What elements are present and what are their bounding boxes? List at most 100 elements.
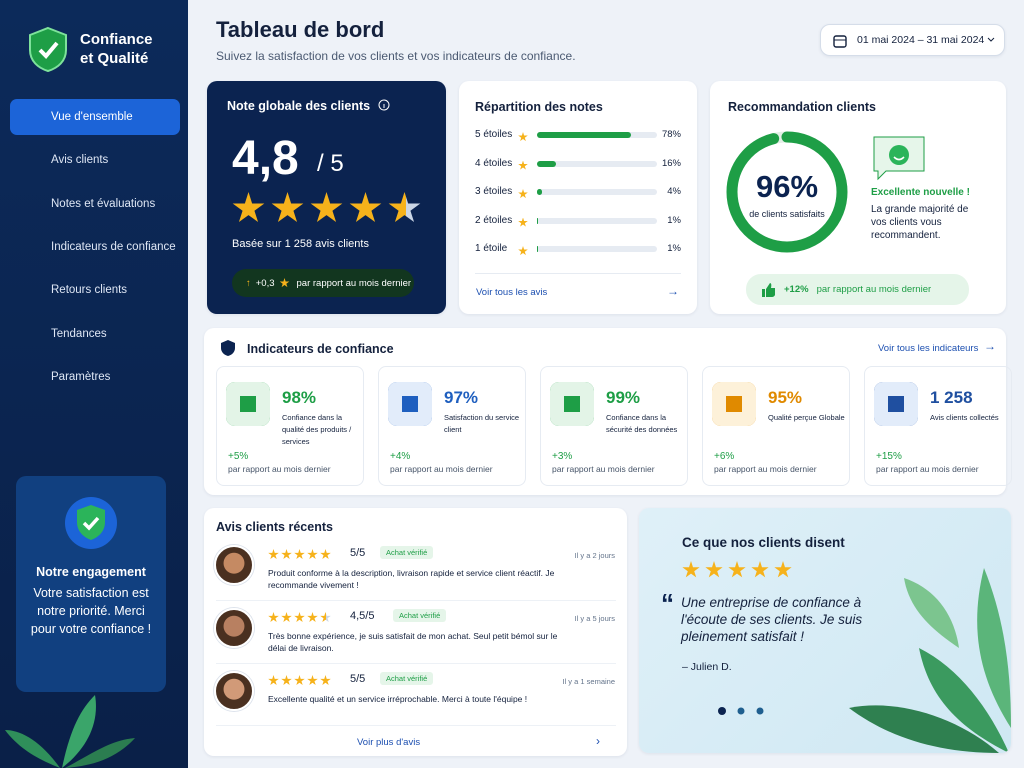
review-badge: Achat vérifié (393, 609, 447, 622)
change-note: par rapport au mois dernier (816, 284, 932, 295)
overall-card: Note globale des clients 4,8 / 5 Basée s… (207, 81, 446, 314)
avatar (214, 608, 254, 648)
stars (518, 215, 530, 233)
bar (537, 160, 557, 167)
info-icon (378, 99, 390, 111)
indicator-note: par rapport au mois dernier (390, 464, 493, 474)
stars (268, 673, 333, 691)
pager[interactable] (717, 706, 767, 716)
overall-score: 4,8 (232, 132, 299, 185)
bar-track (537, 189, 657, 195)
review-text: Très bonne expérience, je suis satisfait… (268, 631, 558, 653)
indicator-icon (388, 382, 432, 426)
indicator-box (702, 366, 850, 486)
indicator-label: Confiance dans la sécurité des données (606, 413, 678, 434)
avatar (214, 671, 254, 711)
indicator-value: 98% (282, 388, 317, 407)
divider (475, 273, 681, 274)
date-range: 01 mai 2024 – 31 mai 2024 (857, 34, 985, 46)
calendar-icon (833, 35, 847, 48)
nav-item[interactable]: Notes et évaluations (51, 197, 156, 210)
review-time: Il y a 2 jours (574, 551, 615, 560)
overall-scale: / 5 (317, 150, 344, 177)
overall-title: Note globale des clients (227, 99, 371, 113)
rating-label: 4 étoiles (475, 157, 513, 169)
date-picker[interactable]: 01 mai 2024 – 31 mai 2024 (820, 24, 1005, 56)
recommendation-change: +12% par rapport au mois dernier (746, 274, 969, 305)
nav-item[interactable]: Vue d'ensemble (10, 99, 180, 135)
indicator-note: par rapport au mois dernier (714, 464, 817, 474)
stars (518, 158, 530, 176)
recommendation-card: Recommandation clients 96% de clients sa… (710, 81, 1006, 314)
leaves (5, 695, 135, 768)
indicators-panel: Indicateurs de confiance Voir tous les i… (204, 328, 1012, 495)
indicator-box (216, 366, 364, 486)
rating-label: 3 étoiles (475, 186, 513, 197)
review-badge: Achat vérifié (380, 672, 434, 685)
engagement-icon (65, 497, 117, 549)
indicator-change: +4% (390, 451, 411, 462)
logo (29, 26, 67, 72)
rating-label: 5 étoiles (475, 129, 513, 140)
ring-arc (726, 131, 848, 253)
indicator-change: +5% (228, 451, 249, 462)
bar (537, 246, 539, 252)
distribution-link[interactable]: Voir tous les avis (476, 287, 548, 298)
thumb-icon (762, 282, 775, 297)
indicators-link[interactable]: Voir tous les indicateurs (878, 343, 979, 354)
indicator-label: Qualité perçue Globale (768, 413, 845, 422)
sidebar: Confiance et Qualité Notre engagement Vot… (0, 0, 188, 768)
bar-value: 16% (661, 157, 681, 169)
divider (216, 600, 616, 601)
plant (849, 568, 1011, 753)
bar-value: 1% (667, 243, 681, 254)
indicator-change: +3% (552, 451, 573, 462)
reviews-title: Avis clients récents (216, 520, 333, 534)
indicator-icon (550, 382, 594, 426)
nav-item[interactable]: Tendances (51, 327, 107, 340)
bar-value: 4% (667, 186, 681, 197)
indicator-change: +15% (876, 451, 902, 462)
nav-item[interactable]: Retours clients (51, 284, 128, 297)
brand-line: et Qualité (80, 50, 149, 67)
brand: Confiance et Qualité (80, 30, 153, 68)
review-time: Il y a 1 semaine (562, 677, 615, 686)
nav-item[interactable]: Avis clients (51, 154, 109, 167)
stars (518, 243, 530, 261)
engagement-card: Notre engagement Votre satisfaction est … (16, 476, 166, 692)
bar-track (537, 246, 657, 252)
indicator-box (378, 366, 526, 486)
nav-item[interactable]: Paramètres (51, 370, 111, 383)
indicator-icon (712, 382, 756, 426)
bar (537, 132, 631, 138)
indicator-note: par rapport au mois dernier (876, 464, 979, 474)
rating-label: 2 étoiles (475, 214, 513, 226)
divider (216, 725, 616, 726)
review-time: Il y a 5 jours (574, 614, 615, 623)
chevron: › (596, 734, 600, 748)
testimonial-card: Ce que nos clients disent “ Une entrepri… (639, 508, 1011, 753)
divider (216, 663, 616, 664)
testimonial-quote: Une entreprise de confiance à l'écoute d… (681, 595, 863, 644)
quote-mark: “ (661, 588, 674, 618)
rating-label: 1 étoile (475, 243, 508, 254)
recommendation-caption: de clients satisfaits (749, 209, 825, 219)
testimonial-stars (682, 561, 794, 584)
ring (726, 131, 848, 253)
page-subtitle: Suivez la satisfaction de vos clients et… (216, 49, 576, 63)
indicator-value: 99% (606, 388, 641, 407)
distribution-title: Répartition des notes (475, 100, 603, 114)
indicator-label: Satisfaction du service client (444, 413, 520, 434)
stars (518, 129, 530, 147)
change-note: par rapport au mois dernier (296, 277, 412, 289)
nav-item[interactable]: Indicateurs de confiance (51, 240, 176, 253)
review-text: Produit conforme à la description, livra… (268, 568, 555, 590)
indicator-note: par rapport au mois dernier (552, 464, 655, 474)
indicator-box (864, 366, 1012, 486)
bar (537, 189, 542, 195)
reviews-link[interactable]: Voir plus d'avis (357, 737, 421, 748)
stars (268, 547, 333, 565)
distribution-card: Répartition des notes Voir tous les avis… (459, 81, 697, 314)
arrow: → (984, 339, 996, 353)
